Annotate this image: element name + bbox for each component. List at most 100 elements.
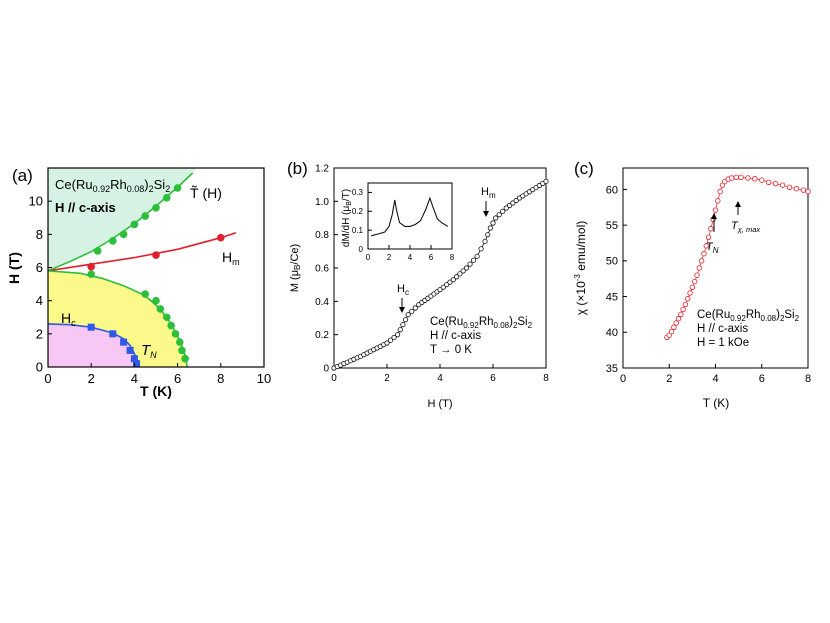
panel-c-point xyxy=(668,328,675,335)
panel-c-series xyxy=(664,174,811,340)
panel-a-compound: Ce(Ru0.92Rh0.08)2Si2 xyxy=(55,177,170,194)
panel-a-ytick-label: 10 xyxy=(29,194,43,209)
panel-a-point xyxy=(152,204,160,212)
panel-b-ylabel: M (μB/Ce) xyxy=(289,244,302,292)
panel-b-compound: Ce(Ru0.92Rh0.08)2Si2 xyxy=(430,316,533,330)
panel-a-tn-point xyxy=(133,360,141,367)
panel-b-inset-ytick-label: 0.3 xyxy=(352,188,364,197)
panel-c-ytick-label: 60 xyxy=(606,184,618,196)
panel-b-point xyxy=(470,257,477,263)
panel-c-point xyxy=(728,175,735,181)
panel-c-ticks: 0 2 4 6 8 35 40 45 50 55 60 xyxy=(606,184,811,385)
panel-a-point xyxy=(119,230,128,239)
panel-c-ytick-label: 50 xyxy=(606,256,618,268)
panel-b-point xyxy=(412,305,418,311)
panel-b-point xyxy=(490,220,496,226)
panel-a-xtick-label: 6 xyxy=(174,371,181,386)
panel-a-point xyxy=(181,354,189,363)
panel-a-tn-point xyxy=(120,338,128,346)
panel-a-regions xyxy=(48,168,197,367)
panel-b-hm-arrowhead xyxy=(483,211,489,217)
panel-c-xtick-label: 0 xyxy=(620,373,626,385)
panel-b-point xyxy=(397,327,403,333)
panel-b-point xyxy=(485,232,491,238)
panel-b-inset-ytick-label: 0.2 xyxy=(352,207,364,216)
panel-b-ytick-label: 1.0 xyxy=(315,197,329,208)
panel-b-field-direction: H // c-axis xyxy=(430,330,481,342)
panel-c-point xyxy=(673,320,679,326)
panel-b-point xyxy=(500,208,506,214)
panel-c-xtick-label: 4 xyxy=(712,373,718,385)
panel-b-label: (b) xyxy=(287,159,308,178)
panel-a-field-direction: H // c-axis xyxy=(55,200,116,215)
panel-a-xtick-label: 4 xyxy=(131,371,138,386)
panel-b-hc-label: Hc xyxy=(397,283,409,297)
panel-b: (b) 0 2 4 6 8 0 0.2 0.4 0.6 0.8 1.0 1.2 0 2 4 6 8 0 0.1 0.… xyxy=(287,159,549,410)
panel-b-point xyxy=(394,332,401,338)
panel-c-point xyxy=(786,184,793,190)
panel-b-point xyxy=(463,265,470,271)
panel-b-xtick-label: 2 xyxy=(384,373,390,384)
region-tn-fill xyxy=(48,323,139,367)
panel-a-ytick-label: 6 xyxy=(36,260,43,275)
panel-b-point xyxy=(444,282,450,288)
panel-b-point xyxy=(460,268,466,274)
panel-b-xlabel: H (T) xyxy=(427,398,452,410)
panel-b-point xyxy=(467,261,473,267)
panel-b-inset-ylabel: dM/dH (μB/T) xyxy=(341,189,353,247)
panel-a-series xyxy=(48,172,237,367)
panel-a-xtick-label: 10 xyxy=(257,371,271,386)
panel-c-point xyxy=(691,278,698,285)
panel-c-point xyxy=(752,176,758,182)
panel-b-point xyxy=(474,253,480,259)
panel-a-point xyxy=(152,251,160,259)
panel-a-point xyxy=(167,321,175,330)
region-ttilde-fill xyxy=(48,168,197,271)
panel-a-ytick-label: 8 xyxy=(36,227,43,242)
panel-a-label: (a) xyxy=(12,166,33,185)
panel-b-point xyxy=(503,205,509,211)
panel-c-point xyxy=(687,290,693,296)
panel-b-point xyxy=(387,337,394,343)
panel-b-point xyxy=(384,340,390,346)
panel-a-tn-label: TN xyxy=(141,342,157,360)
panel-b-point xyxy=(391,334,397,341)
panel-a-ytick-label: 2 xyxy=(36,326,43,341)
panel-c-field-direction: H // c-axis xyxy=(697,323,748,335)
panel-a-point xyxy=(173,184,182,192)
panel-c-point xyxy=(772,181,779,187)
panel-b-ytick-label: 0.8 xyxy=(315,230,329,241)
panel-b-xtick-label: 8 xyxy=(543,373,549,384)
panel-b-series xyxy=(331,178,549,371)
panel-b-temperature: T → 0 K xyxy=(430,344,472,356)
panel-a-xlabel: T (K) xyxy=(140,383,172,399)
panel-c-point xyxy=(678,311,684,318)
panel-b-point xyxy=(447,279,453,285)
panel-b-ytick-label: 0 xyxy=(323,364,329,375)
panel-a-point xyxy=(93,247,102,255)
panel-c-ytick-label: 35 xyxy=(606,363,618,375)
panel-b-inset: 0 2 4 6 8 0 0.1 0.2 0.3 xyxy=(352,188,455,262)
panel-c-point xyxy=(779,182,786,188)
panel-a-tn-point xyxy=(87,323,95,331)
panel-c-point xyxy=(698,258,705,264)
panel-a-ytick-label: 4 xyxy=(36,293,43,308)
panel-c-point xyxy=(682,301,689,308)
panel-a-point xyxy=(163,313,171,322)
panel-a-point xyxy=(130,220,139,229)
panel-b-ytick-label: 0.4 xyxy=(315,297,329,308)
panel-c-xtick-label: 6 xyxy=(759,373,765,385)
panel-a-ticks: 0 2 4 6 8 10 0 2 4 6 8 10 xyxy=(29,194,272,386)
panel-c-point xyxy=(685,296,691,302)
panel-b-point xyxy=(493,215,499,221)
panel-b-inset-xtick-label: 4 xyxy=(408,253,413,262)
panel-b-point xyxy=(409,308,415,314)
panel-b-point xyxy=(402,317,409,323)
panel-b-point xyxy=(437,287,443,293)
panel-b-hm-label: Hm xyxy=(481,186,496,200)
panel-a-point xyxy=(178,346,186,355)
panel-c-point xyxy=(703,243,709,249)
panel-c-point xyxy=(805,188,811,195)
panel-b-point xyxy=(440,284,446,290)
panel-a-tn-point xyxy=(130,355,138,363)
